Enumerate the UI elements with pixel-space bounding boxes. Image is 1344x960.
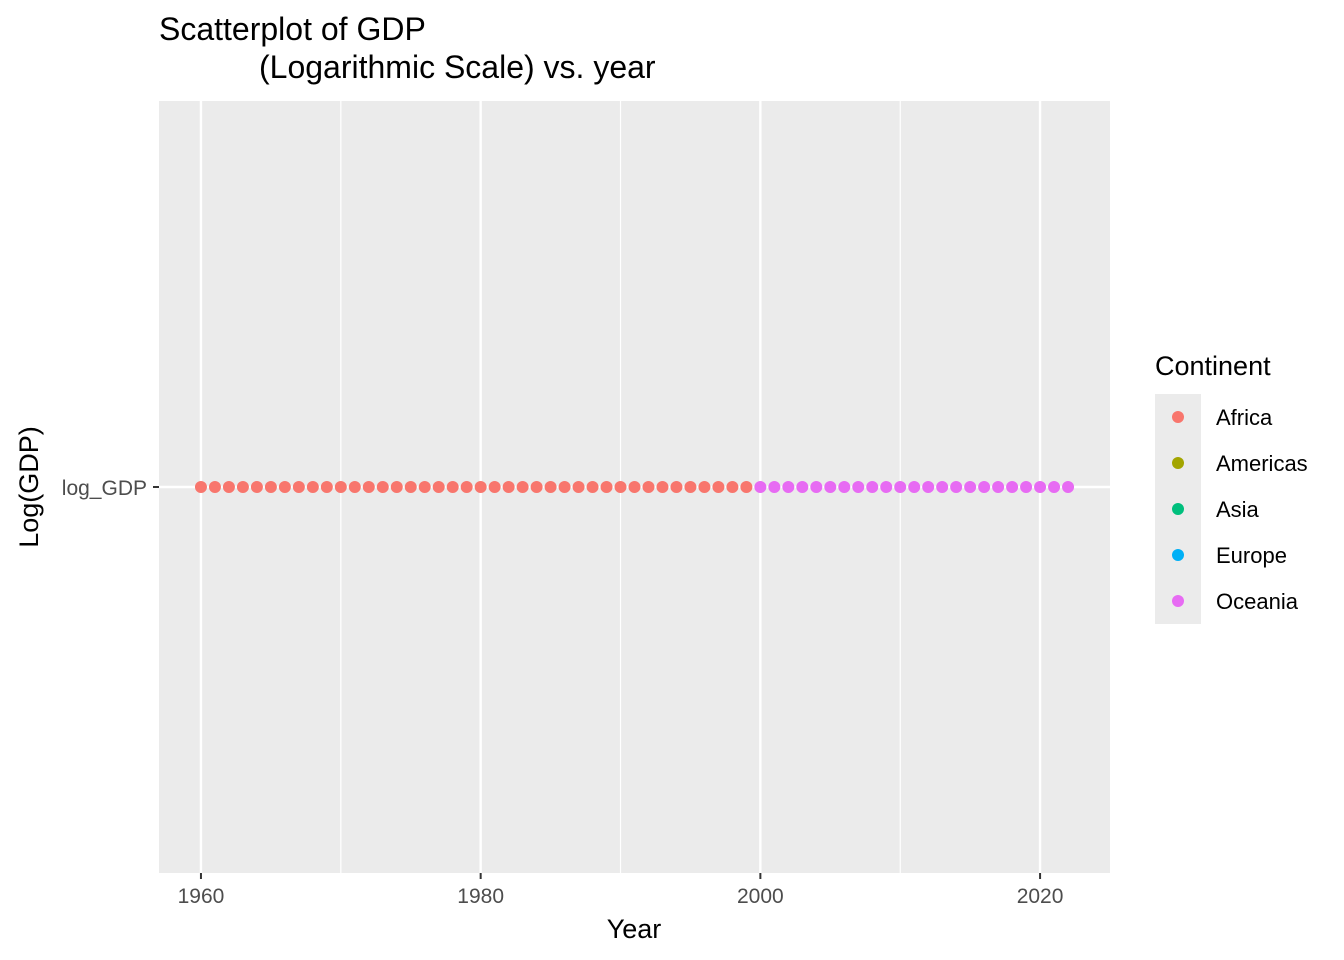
data-point-africa-1974: [390, 481, 403, 493]
data-point-oceania-2005: [824, 481, 837, 493]
data-point-oceania-2008: [866, 481, 879, 493]
data-point-oceania-2002: [782, 481, 795, 493]
data-point-oceania-2003: [796, 481, 809, 493]
data-point-oceania-2021: [1048, 481, 1061, 493]
data-point-africa-1963: [236, 481, 249, 493]
data-point-africa-1991: [628, 481, 641, 493]
data-point-africa-1986: [558, 481, 571, 493]
legend-key-europe: [1172, 549, 1184, 561]
data-point-oceania-2020: [1034, 481, 1047, 493]
data-point-oceania-2000: [754, 481, 767, 493]
y-axis-ticks: log_GDP: [62, 477, 159, 500]
data-point-africa-1989: [600, 481, 613, 493]
y-tick-label: log_GDP: [62, 477, 147, 500]
data-point-africa-1987: [572, 481, 585, 493]
data-point-africa-1981: [488, 481, 501, 493]
y-axis-title: Log(GDP): [14, 426, 44, 548]
data-point-oceania-2001: [768, 481, 781, 493]
data-point-oceania-2013: [936, 481, 949, 493]
data-point-africa-1983: [516, 481, 529, 493]
legend-key-africa: [1172, 411, 1184, 423]
data-point-oceania-2018: [1006, 481, 1019, 493]
data-point-africa-1964: [250, 481, 263, 493]
data-point-africa-1990: [614, 481, 627, 493]
data-point-africa-1993: [656, 481, 669, 493]
data-point-africa-1961: [208, 481, 221, 493]
x-tick-label: 1980: [457, 885, 504, 908]
data-point-africa-1969: [320, 481, 333, 493]
data-point-africa-1962: [222, 481, 235, 493]
data-point-africa-1971: [348, 481, 361, 493]
data-point-oceania-2016: [978, 481, 991, 493]
data-point-africa-1985: [544, 481, 557, 493]
data-point-oceania-2019: [1020, 481, 1033, 493]
data-point-oceania-2014: [950, 481, 963, 493]
data-point-africa-1968: [306, 481, 319, 493]
data-point-oceania-2010: [894, 481, 907, 493]
legend-key-oceania: [1172, 595, 1184, 607]
data-point-africa-1965: [264, 481, 277, 493]
x-axis-ticks: 1960 1980 2000 2020: [178, 873, 1064, 908]
data-point-africa-1980: [474, 481, 487, 493]
data-point-africa-1984: [530, 481, 543, 493]
legend: Africa Americas Asia Europe Oceania: [1155, 394, 1308, 624]
data-point-africa-1992: [642, 481, 655, 493]
legend-label-oceania: Oceania: [1216, 589, 1299, 614]
data-point-oceania-2012: [922, 481, 935, 493]
legend-key-americas: [1172, 457, 1184, 469]
x-tick-label: 1960: [178, 885, 225, 908]
legend-label-africa: Africa: [1216, 405, 1273, 430]
legend-label-asia: Asia: [1216, 497, 1260, 522]
data-points: [194, 481, 1075, 493]
data-point-africa-1996: [698, 481, 711, 493]
data-point-africa-1997: [712, 481, 725, 493]
data-point-africa-1999: [740, 481, 753, 493]
data-point-africa-1994: [670, 481, 683, 493]
data-point-oceania-2022: [1062, 481, 1075, 493]
data-point-africa-1967: [292, 481, 305, 493]
data-point-africa-1979: [460, 481, 473, 493]
data-point-africa-1978: [446, 481, 459, 493]
data-point-africa-1960: [194, 481, 207, 493]
data-point-oceania-2006: [838, 481, 851, 493]
chart-title: Scatterplot of GDP: [159, 11, 426, 47]
data-point-africa-1975: [404, 481, 417, 493]
data-point-oceania-2009: [880, 481, 893, 493]
legend-label-americas: Americas: [1216, 451, 1308, 476]
x-tick-label: 2000: [737, 885, 784, 908]
data-point-africa-1976: [418, 481, 431, 493]
legend-key-asia: [1172, 503, 1184, 515]
chart-subtitle: (Logarithmic Scale) vs. year: [259, 49, 656, 85]
data-point-africa-1972: [362, 481, 375, 493]
data-point-africa-1988: [586, 481, 599, 493]
data-point-africa-1998: [726, 481, 739, 493]
legend-title: Continent: [1155, 351, 1271, 381]
data-point-africa-1977: [432, 481, 445, 493]
x-axis-title: Year: [607, 914, 662, 944]
data-point-oceania-2011: [908, 481, 921, 493]
data-point-oceania-2017: [992, 481, 1005, 493]
data-point-africa-1982: [502, 481, 515, 493]
data-point-africa-1966: [278, 481, 291, 493]
data-point-africa-1973: [376, 481, 389, 493]
data-point-africa-1970: [334, 481, 347, 493]
data-point-oceania-2015: [964, 481, 977, 493]
x-tick-label: 2020: [1017, 885, 1064, 908]
data-point-africa-1995: [684, 481, 697, 493]
legend-label-europe: Europe: [1216, 543, 1287, 568]
data-point-oceania-2007: [852, 481, 865, 493]
data-point-oceania-2004: [810, 481, 823, 493]
